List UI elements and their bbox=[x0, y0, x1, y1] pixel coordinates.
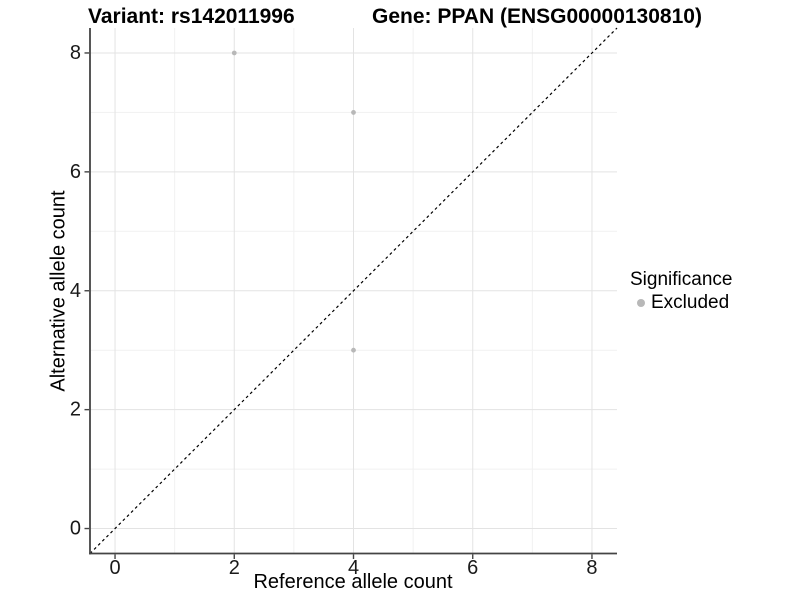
y-axis-title: Alternative allele count bbox=[47, 190, 70, 392]
x-tick-label: 2 bbox=[229, 557, 240, 579]
gene-title: Gene: PPAN (ENSG00000130810) bbox=[372, 5, 702, 28]
x-tick-label: 0 bbox=[109, 557, 120, 579]
data-point bbox=[351, 347, 356, 353]
x-tick-label: 4 bbox=[348, 557, 359, 579]
legend-item-label: Excluded bbox=[651, 292, 730, 313]
x-axis-title: Reference allele count bbox=[253, 571, 453, 593]
variant-title: Variant: rs142011996 bbox=[88, 5, 295, 28]
x-tick-label: 6 bbox=[467, 557, 478, 579]
legend: Significance Excluded bbox=[630, 268, 732, 314]
legend-title: Significance bbox=[630, 269, 733, 290]
legend-dot-icon bbox=[637, 299, 645, 307]
x-tick-label: 8 bbox=[586, 557, 597, 579]
identity-reference-line bbox=[89, 27, 618, 554]
y-tick-label: 8 bbox=[70, 42, 81, 64]
data-point bbox=[231, 50, 237, 56]
y-tick-label: 6 bbox=[70, 161, 81, 183]
legend-item-excluded: Excluded bbox=[630, 292, 732, 314]
y-tick-label: 0 bbox=[70, 518, 81, 540]
data-point bbox=[351, 110, 356, 115]
y-tick-label: 4 bbox=[70, 280, 81, 302]
y-tick-label: 2 bbox=[70, 399, 81, 421]
